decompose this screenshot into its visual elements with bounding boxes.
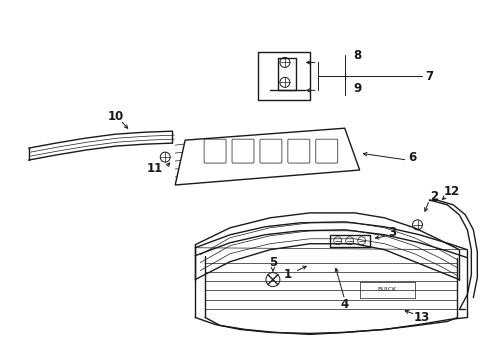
Text: 5: 5	[268, 256, 277, 269]
FancyBboxPatch shape	[315, 139, 337, 163]
Text: 7: 7	[425, 70, 433, 83]
FancyBboxPatch shape	[260, 139, 281, 163]
Text: 10: 10	[107, 110, 123, 123]
Text: 2: 2	[429, 190, 438, 203]
Text: 1: 1	[283, 268, 291, 281]
FancyBboxPatch shape	[287, 139, 309, 163]
FancyBboxPatch shape	[232, 139, 253, 163]
Text: 8: 8	[353, 49, 361, 62]
Text: 9: 9	[353, 82, 361, 95]
Text: 6: 6	[407, 150, 416, 163]
Text: 4: 4	[340, 298, 348, 311]
Text: 3: 3	[388, 226, 396, 239]
Text: 13: 13	[412, 311, 429, 324]
Text: BUICK: BUICK	[376, 287, 395, 292]
Text: 12: 12	[443, 185, 459, 198]
Text: 11: 11	[147, 162, 163, 175]
Polygon shape	[175, 128, 359, 185]
FancyBboxPatch shape	[203, 139, 225, 163]
